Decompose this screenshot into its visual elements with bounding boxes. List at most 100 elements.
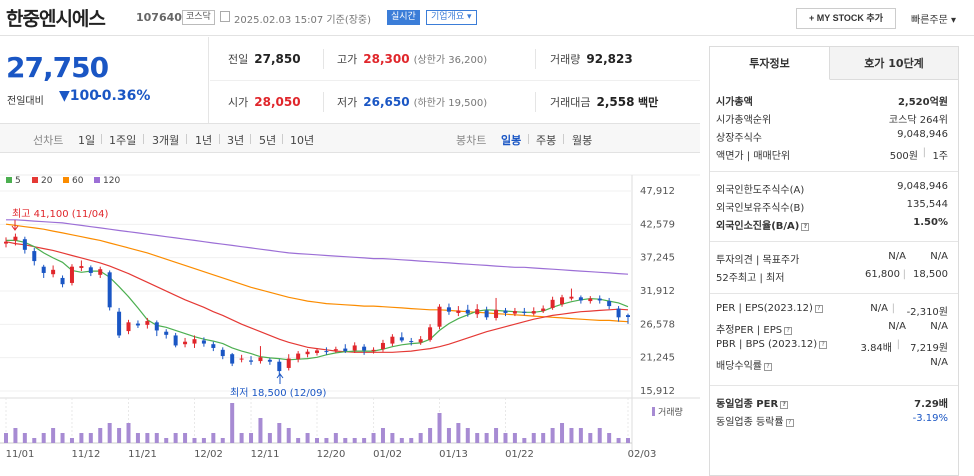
candle-body — [409, 341, 414, 343]
quick-order-link[interactable]: 빠른주문 ▾ — [911, 11, 956, 26]
volume-bar — [352, 438, 357, 443]
candle-body — [183, 341, 188, 345]
corp-overview-dropdown[interactable]: 기업개요 ▾ — [426, 10, 477, 25]
period-1d[interactable]: 1일 — [78, 134, 96, 147]
candle-monthly[interactable]: 월봉 — [572, 134, 593, 147]
market-cap-row: 시가총액 2,520억원 — [716, 97, 948, 108]
help-icon[interactable]: ? — [814, 305, 823, 313]
candle-chart-label[interactable]: 봉차트 — [456, 134, 487, 147]
volume-bar — [512, 433, 517, 443]
candle-body — [4, 241, 8, 244]
candle-body — [522, 311, 527, 313]
tab-orderbook-10[interactable]: 호가 10단계 — [830, 47, 958, 80]
opinion-row: 투자의견 | 목표주가 N/A N/A — [716, 251, 948, 266]
volume-bar — [220, 438, 225, 443]
per-eps-row: PER | EPS(2023.12)? N/A | -2,310원 — [716, 303, 948, 318]
volume-bar — [465, 428, 470, 443]
period-1w[interactable]: 1주일 — [109, 134, 137, 147]
volume-bar — [69, 438, 74, 443]
ma20-legend: 20 — [32, 176, 52, 186]
sector-per-row: 동일업종 PER? 7.29배 — [716, 399, 948, 410]
line-chart-label[interactable]: 선차트 — [33, 134, 64, 147]
period-3y[interactable]: 3년 — [227, 134, 245, 147]
help-icon[interactable]: ? — [785, 419, 794, 427]
realtime-badge[interactable]: 실시간 — [387, 10, 420, 25]
volume-bar — [277, 423, 282, 443]
candle-body — [296, 353, 301, 360]
stat-high: 고가 28,300 (상한가 36,200) — [337, 52, 488, 66]
period-10y[interactable]: 10년 — [290, 134, 315, 147]
help-icon[interactable]: ? — [780, 401, 789, 409]
candle-body — [503, 310, 508, 313]
par-unit-row: 액면가 | 매매단위 500원 | 1주 — [716, 147, 948, 162]
help-icon[interactable]: ? — [819, 341, 828, 349]
candle-body — [88, 267, 93, 273]
high-annotation: 최고 41,100 (11/04) — [12, 208, 108, 220]
candle-body — [437, 306, 442, 327]
candle-body — [277, 361, 282, 372]
candle-body — [51, 269, 56, 275]
candle-body — [107, 272, 112, 308]
candle-body — [390, 336, 395, 344]
candle-body — [456, 310, 461, 313]
candle-body — [41, 266, 46, 273]
period-5y[interactable]: 5년 — [259, 134, 277, 147]
stat-prev-close: 전일 27,850 — [228, 52, 301, 66]
current-price: 27,750 — [6, 51, 109, 84]
volume-bar — [4, 433, 8, 443]
candle-daily[interactable]: 일봉 — [501, 134, 522, 147]
help-icon[interactable]: ? — [801, 223, 810, 231]
low-arrow-icon — [276, 373, 284, 384]
candle-body — [465, 309, 470, 314]
candle-body — [484, 310, 489, 318]
volume-bar — [117, 428, 122, 443]
stat-open: 시가 28,050 — [228, 95, 301, 109]
volume-bar — [437, 413, 442, 443]
volume-bar — [98, 428, 103, 443]
volume-bar — [79, 433, 84, 443]
x-tick-label: 12/20 — [317, 449, 346, 460]
candle-weekly[interactable]: 주봉 — [536, 134, 557, 147]
candle-body — [267, 359, 272, 362]
x-tick-label: 01/13 — [439, 449, 468, 460]
candle-body — [201, 340, 206, 344]
candle-body — [164, 331, 169, 335]
candle-body — [258, 357, 263, 362]
x-tick-label: 12/11 — [251, 449, 280, 460]
volume-bar — [201, 438, 206, 443]
volume-bar — [503, 433, 508, 443]
volume-bar — [362, 438, 367, 443]
candle-body — [60, 277, 65, 285]
period-1y[interactable]: 1년 — [195, 134, 213, 147]
x-tick-label: 02/03 — [628, 449, 657, 460]
candle-body — [239, 358, 244, 360]
volume-bar — [267, 433, 272, 443]
volume-bar — [51, 428, 56, 443]
volume-bar — [183, 433, 188, 443]
candle-body — [418, 339, 423, 343]
price-chart[interactable]: 47,912 42,579 37,245 31,912 26,578 21,245 15,9… — [0, 153, 700, 476]
volume-bar — [456, 423, 461, 443]
volume-bar — [88, 433, 93, 443]
candle-body — [588, 298, 593, 302]
stock-header: 한중엔시에스 107640 코스닥 2025.02.03 15:07 기준(장중… — [0, 0, 974, 36]
candle-body — [626, 315, 630, 318]
volume-bar — [60, 433, 65, 443]
help-icon[interactable]: ? — [764, 363, 772, 371]
help-icon[interactable]: ? — [784, 327, 793, 335]
candle-body — [607, 301, 612, 307]
quote-timestamp: 2025.02.03 15:07 기준(장중) — [234, 15, 372, 26]
tab-investment-info[interactable]: 투자정보 — [710, 47, 830, 80]
candle-body — [32, 251, 37, 262]
x-tick-label: 11/12 — [72, 449, 101, 460]
volume-bar — [343, 438, 348, 443]
period-3m[interactable]: 3개월 — [152, 134, 180, 147]
candle-body — [333, 349, 338, 351]
candle-body — [578, 297, 583, 301]
ma5-legend: 5 — [6, 176, 21, 186]
candle-body — [220, 349, 225, 357]
y-tick-label: 26,578 — [640, 319, 675, 330]
candle-body — [362, 346, 367, 351]
my-stock-add-button[interactable]: + MY STOCK 추가 — [796, 8, 896, 29]
